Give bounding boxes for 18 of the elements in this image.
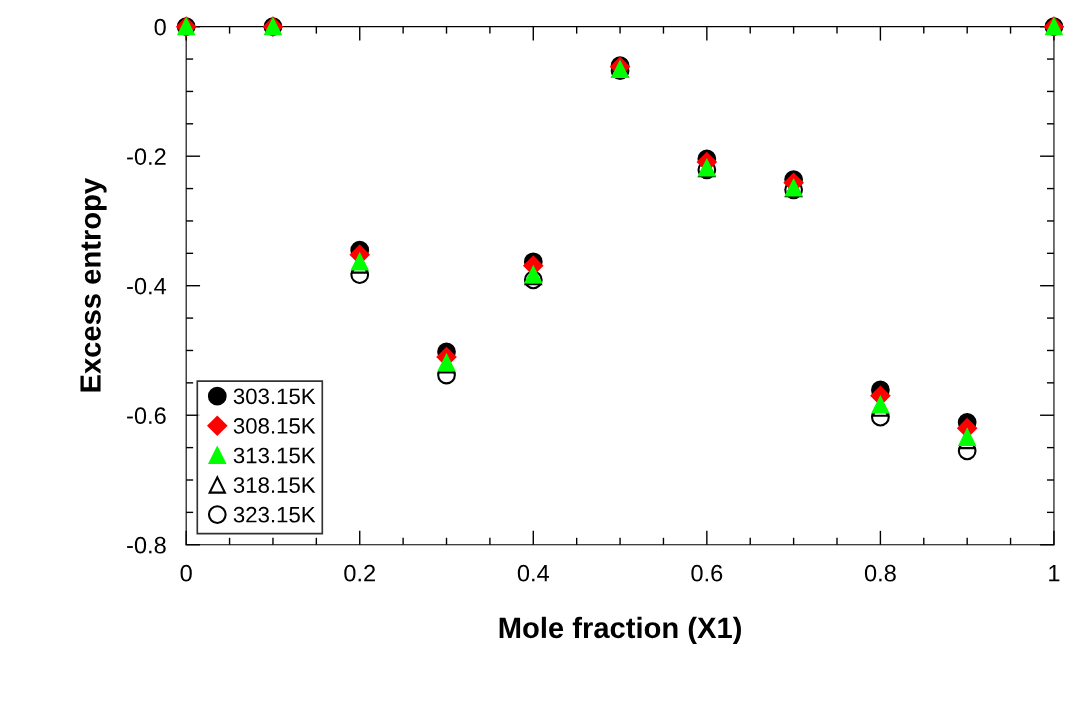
legend-label: 318.15K	[233, 477, 316, 493]
y-tick-label: -0.2	[127, 148, 166, 165]
y-tick-label: -0.6	[127, 407, 166, 425]
x-tick-label: 0.8	[864, 564, 896, 582]
x-tick-label: 0.2	[344, 564, 375, 582]
x-tick-label: 0.6	[691, 564, 723, 582]
y-tick-label: 0	[154, 18, 166, 36]
y-axis-title: Excess entropy	[80, 178, 107, 392]
x-tick-label: 1	[1049, 565, 1060, 582]
legend-label: 313.15K	[233, 447, 316, 464]
legend-label: 303.15K	[233, 388, 316, 405]
y-tick-label: -0.4	[127, 277, 167, 295]
x-axis-title: Mole fraction (X1)	[499, 616, 741, 644]
x-tick-label: 0	[180, 564, 192, 582]
legend-label: 308.15K	[233, 418, 316, 434]
legend-label: 323.15K	[233, 506, 316, 523]
y-tick-label: -0.8	[127, 536, 166, 554]
x-tick-label: 0.4	[517, 564, 550, 582]
